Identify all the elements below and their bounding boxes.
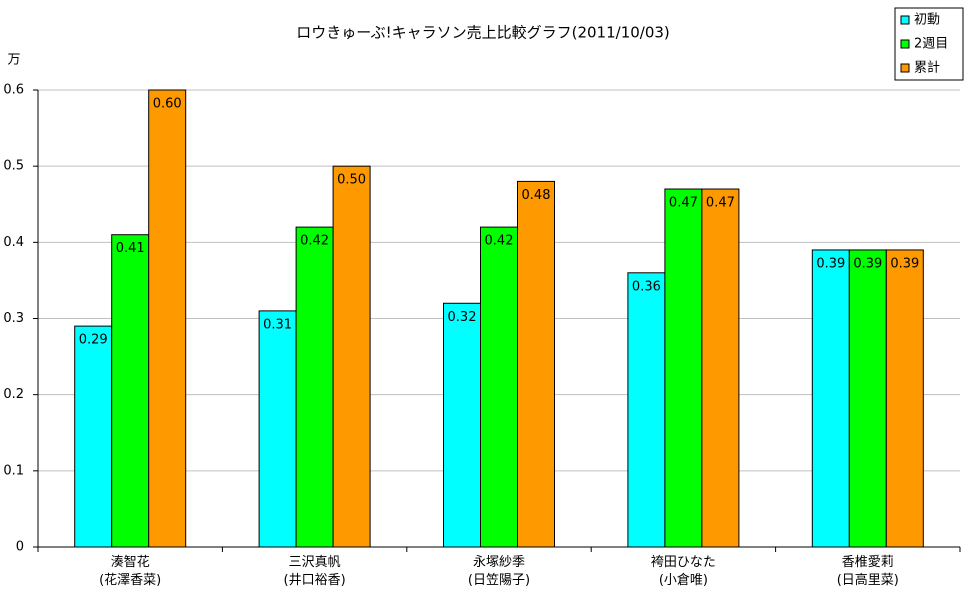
bar <box>517 180 555 548</box>
x-tick-label: 袴田ひなた(小倉唯) <box>651 555 716 588</box>
value-label: 0.39 <box>853 256 882 271</box>
legend-label: 2週目 <box>914 37 948 52</box>
bar <box>811 249 850 548</box>
y-tick-label: 0.6 <box>3 83 24 98</box>
bar <box>148 89 187 548</box>
value-label: 0.47 <box>669 196 698 211</box>
value-label: 0.39 <box>816 256 845 271</box>
y-tick-label: 0.2 <box>3 387 24 402</box>
value-label: 0.39 <box>890 256 919 271</box>
y-tick-label: 0.5 <box>3 159 24 174</box>
value-label: 0.42 <box>300 234 329 249</box>
bar <box>627 272 666 548</box>
legend-label: 初動 <box>914 13 940 28</box>
x-tick-label: 香椎愛莉(日高里菜) <box>837 555 899 588</box>
value-label: 0.41 <box>116 241 145 256</box>
y-tick-label: 0.3 <box>3 311 24 326</box>
x-tick-label: 永塚紗季(日笠陽子) <box>468 555 530 588</box>
y-tick-label: 0.1 <box>3 463 24 478</box>
legend-swatch <box>900 39 910 49</box>
value-label: 0.48 <box>522 188 551 203</box>
legend-swatch <box>900 63 910 73</box>
bar <box>443 302 481 548</box>
bar <box>295 226 334 548</box>
value-label: 0.47 <box>706 196 735 211</box>
bar <box>848 249 887 548</box>
legend-label: 累計 <box>914 60 940 76</box>
value-label: 0.36 <box>632 279 661 294</box>
value-label: 0.31 <box>263 317 292 332</box>
value-label: 0.32 <box>448 310 477 325</box>
value-label: 0.60 <box>153 97 182 112</box>
value-label: 0.42 <box>485 234 514 249</box>
value-label: 0.50 <box>337 173 366 188</box>
x-tick-label: 三沢真帆(井口裕香) <box>284 555 346 588</box>
y-axis-label: 万 <box>7 53 20 68</box>
chart-title: ロウきゅーぶ!キャラソン売上比較グラフ(2011/10/03) <box>296 24 670 42</box>
bar <box>111 234 150 548</box>
y-tick-label: 0.4 <box>3 235 24 250</box>
bar <box>664 188 703 548</box>
bar <box>885 249 924 548</box>
bar <box>701 188 740 548</box>
bar <box>332 165 371 548</box>
legend-swatch <box>900 15 910 25</box>
bar <box>480 226 518 548</box>
x-tick-label: 湊智花(花澤香菜) <box>99 554 161 588</box>
y-tick-label: 0 <box>16 540 24 555</box>
bar <box>258 310 297 548</box>
bar <box>74 325 113 548</box>
value-label: 0.29 <box>79 333 108 348</box>
